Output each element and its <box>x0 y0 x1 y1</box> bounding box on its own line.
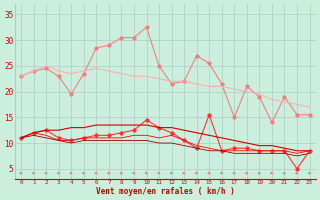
X-axis label: Vent moyen/en rafales ( km/h ): Vent moyen/en rafales ( km/h ) <box>96 187 235 196</box>
